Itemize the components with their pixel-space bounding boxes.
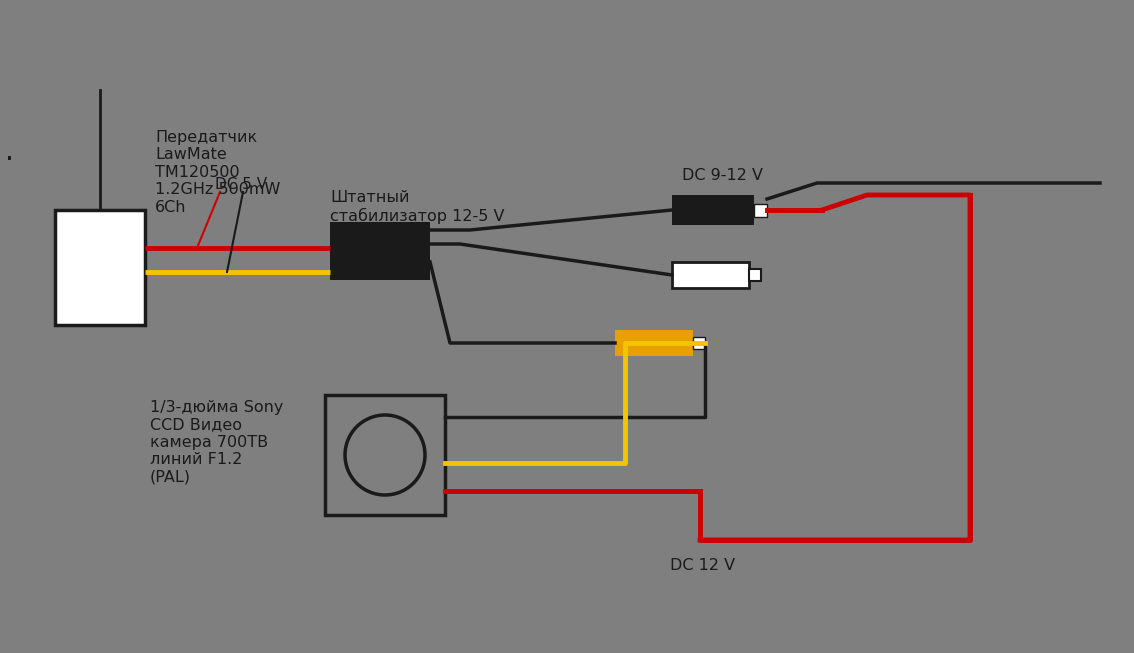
Bar	[615, 330, 693, 356]
Bar	[56, 210, 145, 325]
Text: Передатчик
LawMate
TM120500
1.2GHz 500mW
6Ch: Передатчик LawMate TM120500 1.2GHz 500mW…	[155, 130, 280, 215]
Bar	[754, 204, 767, 217]
Bar	[672, 262, 748, 288]
Bar	[672, 195, 754, 225]
Bar	[693, 337, 705, 349]
Text: DC 12 V: DC 12 V	[670, 558, 735, 573]
Text: DC 5 V: DC 5 V	[215, 177, 268, 192]
Bar	[748, 269, 761, 281]
Text: Штатный
стабилизатор 12-5 V: Штатный стабилизатор 12-5 V	[330, 190, 505, 224]
Bar	[330, 222, 430, 280]
Text: .: .	[5, 138, 14, 166]
Text: DC 9-12 V: DC 9-12 V	[682, 168, 763, 183]
Text: 1/3-дюйма Sony
CCD Видео
камера 700ТВ
линий F1.2
(PAL): 1/3-дюйма Sony CCD Видео камера 700ТВ ли…	[150, 400, 284, 485]
Bar	[325, 395, 445, 515]
